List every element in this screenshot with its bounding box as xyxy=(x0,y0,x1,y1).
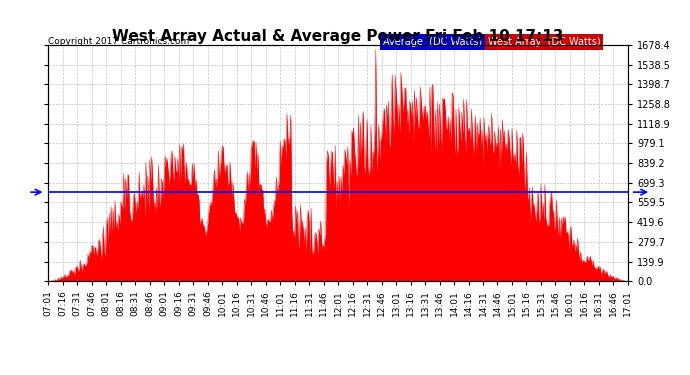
Text: Average  (DC Watts): Average (DC Watts) xyxy=(384,37,482,47)
Text: Copyright 2017 Cartronics.com: Copyright 2017 Cartronics.com xyxy=(48,37,190,46)
Title: West Array Actual & Average Power Fri Feb 10 17:13: West Array Actual & Average Power Fri Fe… xyxy=(112,29,564,44)
Text: West Array  (DC Watts): West Array (DC Watts) xyxy=(488,37,600,47)
